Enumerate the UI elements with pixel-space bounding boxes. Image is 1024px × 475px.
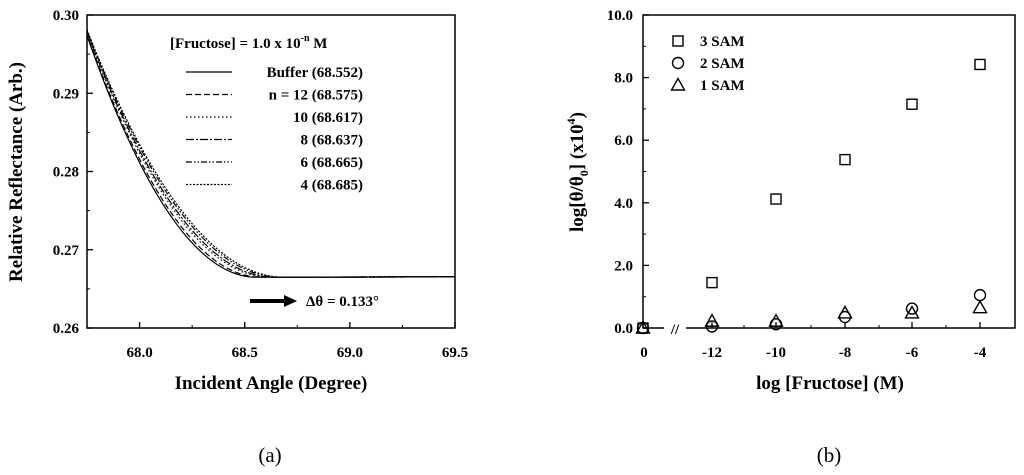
curve-4 xyxy=(87,28,455,278)
x-tick-label: 69.5 xyxy=(442,345,468,361)
point-1-sam xyxy=(635,320,651,334)
arrow-head-icon xyxy=(284,295,297,307)
y-tick-label: 0.0 xyxy=(614,321,633,337)
legend-label: 3 SAM xyxy=(700,34,745,50)
y-tick-label: 0.26 xyxy=(53,321,80,337)
x-tick-label: -12 xyxy=(702,345,722,361)
legend-label: 4 (68.685) xyxy=(301,178,364,194)
point-3-sam xyxy=(770,193,782,205)
panel-a-frame xyxy=(86,14,456,329)
legend-label: 8 (68.637) xyxy=(301,133,364,149)
panel-b-frame xyxy=(642,14,1016,329)
panel-a-legend: [Fructose] = 1.0 x 10-n M Buffer (68.552… xyxy=(170,33,363,194)
x-tick-label: 69.0 xyxy=(337,345,363,361)
x-tick-label: -6 xyxy=(906,345,919,361)
reflectance-curves xyxy=(87,28,455,278)
delta-theta-annotation: Δθ = 0.133° xyxy=(250,294,379,310)
point-1-sam xyxy=(768,313,784,327)
x-tick-label: -10 xyxy=(766,345,786,361)
panel-b-ticks: 0 -12 -10 -8 -6 -4 0.0 2.0 4.0 6.0 8.0 10.0 xyxy=(607,8,987,361)
panel-b: // 0 -12 -10 -8 -6 -4 0.0 2.0 4.0 6.0 8.0 10.0 3 SA… xyxy=(564,8,1016,467)
legend-marker-square xyxy=(672,35,684,47)
point-2-sam xyxy=(973,288,987,302)
panel-b-y-label: log[θ/θ0] (x104) xyxy=(564,112,591,232)
point-3-sam xyxy=(906,98,918,110)
axis-break: // xyxy=(670,322,680,338)
point-1-sam xyxy=(704,313,720,327)
legend-marker-triangle xyxy=(670,77,686,91)
x-tick-label: -8 xyxy=(839,345,852,361)
panel-a: 68.0 68.5 69.0 69.5 0.26 0.27 0.28 0.29 0.30 [Fr… xyxy=(6,8,468,467)
point-3-sam xyxy=(706,276,718,289)
curve-10 xyxy=(87,30,455,278)
point-3-sam xyxy=(839,153,851,166)
x-tick-label: 68.5 xyxy=(232,345,258,361)
y-tick-label: 6.0 xyxy=(614,133,633,149)
y-tick-label: 0.30 xyxy=(53,8,79,24)
legend-title: [Fructose] = 1.0 x 10-n M xyxy=(170,33,327,52)
point-1-sam xyxy=(904,305,920,319)
legend-label: n = 12 (68.575) xyxy=(269,88,363,104)
y-tick-label: 4.0 xyxy=(614,196,633,212)
y-tick-label: 10.0 xyxy=(607,8,633,24)
legend-label: 1 SAM xyxy=(700,78,745,94)
y-tick-label: 0.29 xyxy=(53,86,79,102)
panel-b-caption: (b) xyxy=(817,443,842,467)
y-tick-label: 8.0 xyxy=(614,71,633,87)
panel-b-legend: 3 SAM 2 SAM 1 SAM xyxy=(670,34,745,94)
delta-theta-label: Δθ = 0.133° xyxy=(306,294,379,310)
point-1-sam xyxy=(837,305,853,319)
panel-a-y-label: Relative Reflectance (Arb.) xyxy=(6,62,27,282)
legend-label: 6 (68.665) xyxy=(301,155,364,171)
legend-label: 10 (68.617) xyxy=(293,110,363,126)
x-tick-label: 68.0 xyxy=(126,345,152,361)
point-2-sam xyxy=(905,302,919,315)
legend-label: 2 SAM xyxy=(700,56,745,72)
panel-b-x-label: log [Fructose] (M) xyxy=(756,373,904,394)
x-tick-label: 0 xyxy=(640,345,648,361)
legend-marker-circle xyxy=(671,56,685,70)
point-3-sam xyxy=(974,58,986,71)
legend-label: Buffer (68.552) xyxy=(267,65,363,81)
panel-b-points xyxy=(635,58,988,335)
point-1-sam xyxy=(972,299,988,314)
x-tick-label: -4 xyxy=(974,345,987,361)
y-tick-label: 0.28 xyxy=(53,165,79,181)
panel-a-caption: (a) xyxy=(258,443,281,467)
panel-a-x-label: Incident Angle (Degree) xyxy=(175,373,368,394)
panel-a-ticks: 68.0 68.5 69.0 69.5 0.26 0.27 0.28 0.29 0.30 xyxy=(53,8,468,361)
axis-break-mask xyxy=(664,320,686,336)
y-tick-label: 0.27 xyxy=(53,243,80,259)
y-tick-label: 2.0 xyxy=(614,258,633,274)
